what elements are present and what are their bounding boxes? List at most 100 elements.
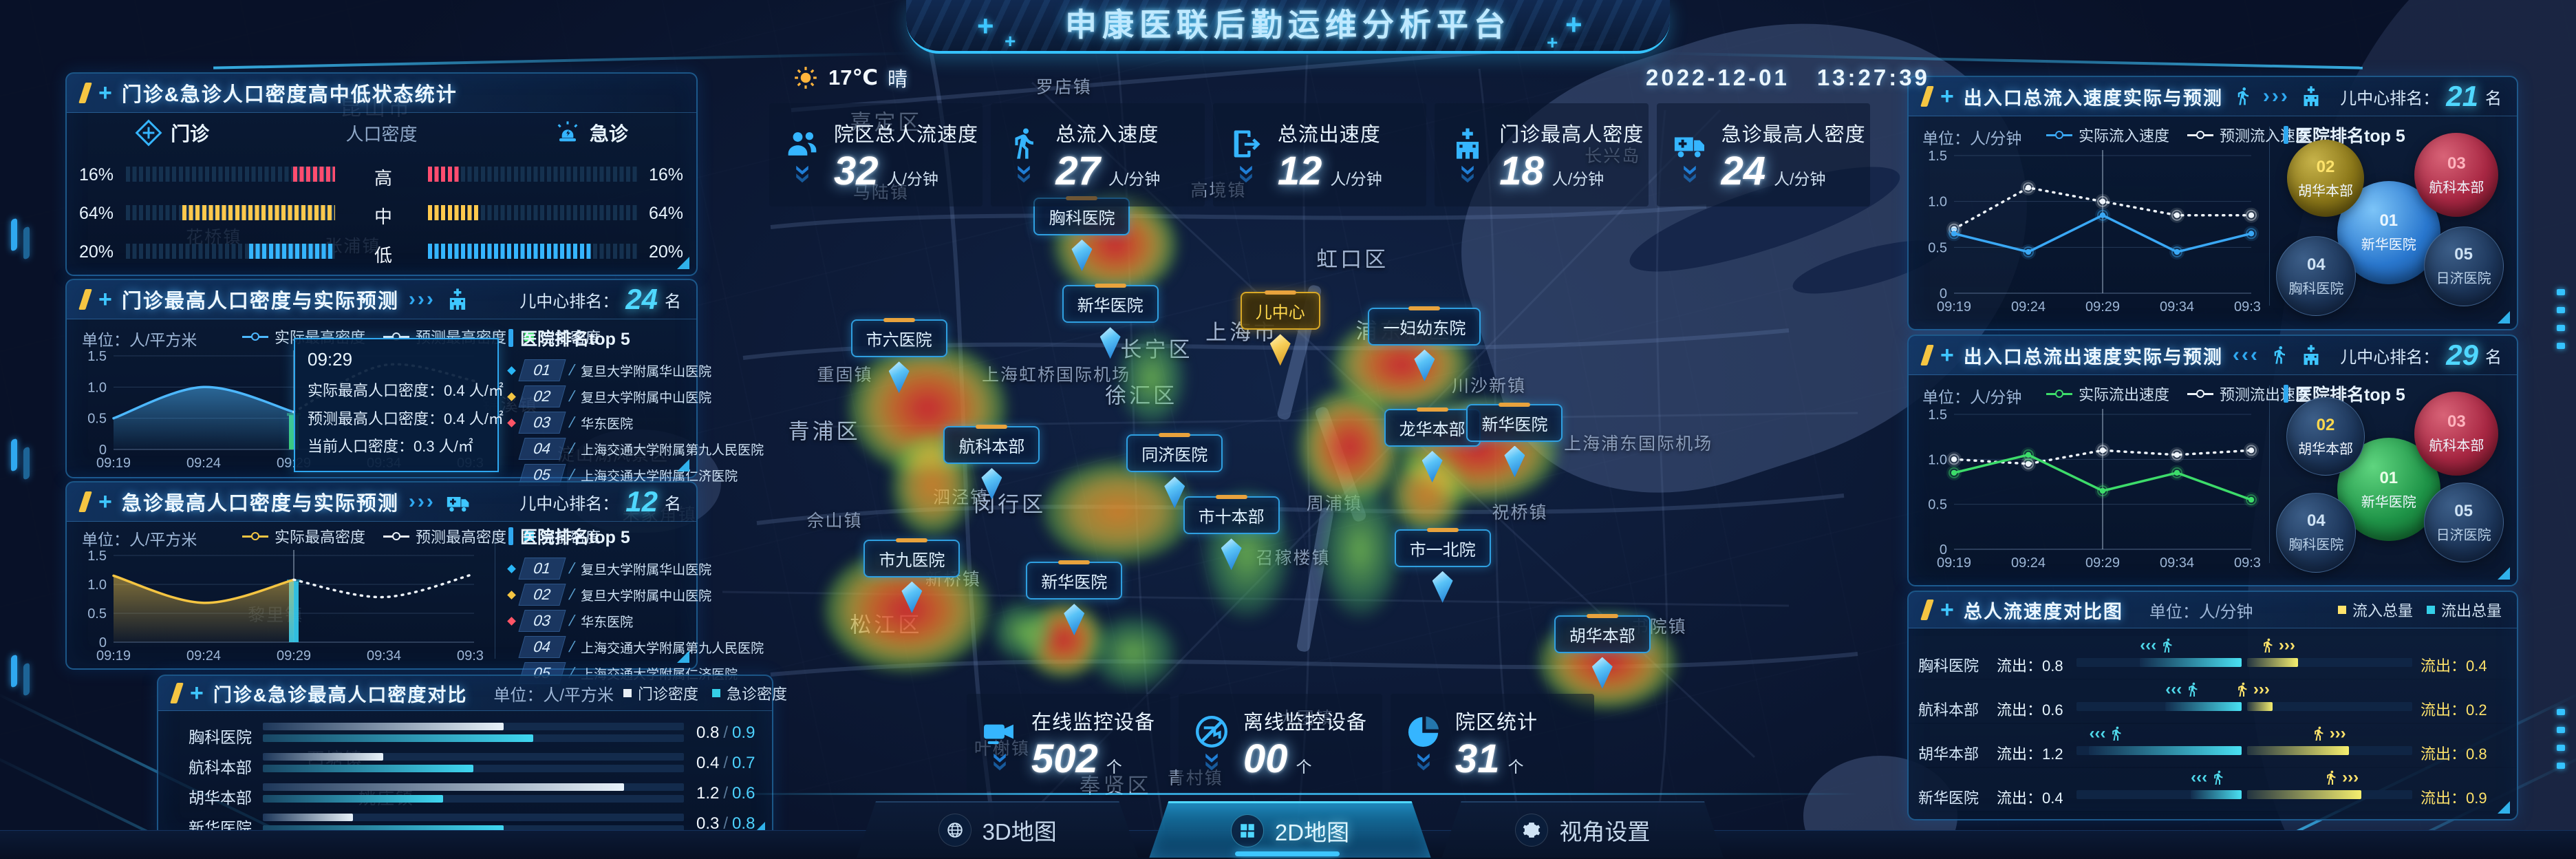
- legend-square: [2337, 606, 2346, 614]
- slash-decoration: [78, 289, 92, 310]
- hospital-pin-胡华本部[interactable]: 胡华本部: [1554, 615, 1651, 689]
- ranking-row[interactable]: 01/ 复旦大学附属华山医院: [507, 357, 711, 383]
- hospital-bubble[interactable]: 02 胡华本部: [2287, 140, 2364, 218]
- svg-text:1.0: 1.0: [1928, 195, 1947, 210]
- outflow-walker-icon: ›››: [2310, 724, 2346, 743]
- svg-text:09:29: 09:29: [2085, 299, 2120, 315]
- legend-dot: [251, 532, 259, 540]
- title-bar: [508, 527, 513, 545]
- hospital-pin-同济医院[interactable]: 同济医院: [1126, 434, 1223, 509]
- stat-value-row: 18 人/分钟: [1499, 151, 1644, 191]
- hospital-bubbles: 01 新华医院 02 胡华本部 03 航科本部 04 胸科医院 05 日济医院: [2276, 391, 2513, 575]
- ranking-row[interactable]: 04/ 上海交通大学附属第九人民医院: [508, 436, 764, 462]
- legend-dot: [392, 532, 401, 540]
- hospital-bubble[interactable]: 03 航科本部: [2414, 133, 2499, 218]
- hospital-bubble[interactable]: 05 日济医院: [2423, 482, 2504, 563]
- hospital-name: 复旦大学附属华山医院: [581, 562, 712, 577]
- ranking-row[interactable]: 02/复旦大学附属中山医院: [507, 582, 711, 608]
- unit-label: 单位：人/分钟: [1922, 129, 2022, 147]
- svg-text:1.5: 1.5: [1928, 149, 1947, 164]
- outpatient-bar-track: [263, 723, 684, 730]
- hospital-pin-航科本部[interactable]: 航科本部: [943, 426, 1040, 500]
- bubble-rank-number: 05: [2454, 245, 2473, 264]
- plus-icon: +: [1940, 83, 1954, 109]
- hospital-bubble[interactable]: 05 日济医院: [2423, 226, 2504, 306]
- hospital-bubble[interactable]: 02 胡华本部: [2286, 397, 2365, 476]
- tab-2D地图[interactable]: 2D地图: [1149, 801, 1430, 858]
- hospital-bubble[interactable]: 04 胸科医院: [2276, 492, 2357, 573]
- left-bar-track: [2076, 658, 2242, 667]
- outpatient-value: 0.4: [696, 754, 720, 772]
- ranking-row[interactable]: 01/ 复旦大学附属华山医院: [507, 555, 711, 582]
- chart-tooltip: 09:29 实际最高人口密度：0.4 人/㎡ 预测最高人口密度：0.4 人/㎡ …: [294, 338, 504, 473]
- stat-value: 00: [1243, 736, 1288, 781]
- hospital-pin-龙华本部[interactable]: 龙华本部: [1384, 409, 1481, 483]
- outpatient-bar-fill: [263, 783, 624, 791]
- rank-number: 02: [518, 385, 566, 407]
- hospital-ranking-list: 医院排名top 5 01/复旦大学附属华山医院 02/复旦大学附属中山医院 03/华东…: [507, 326, 764, 488]
- panel-title: 门诊最高人口密度与实际预测: [121, 290, 399, 312]
- ranking-row[interactable]: 03/华东医院: [507, 410, 693, 436]
- hospital-bubble[interactable]: 03 航科本部: [2414, 391, 2499, 476]
- stat-value-row: 24 人/分钟: [1721, 151, 1866, 191]
- date-text: 2022-12-01: [1646, 65, 1790, 90]
- plus-decoration-icon: +: [1005, 30, 1016, 52]
- slash-decoration: [78, 83, 92, 103]
- legend-item: 预测流入速度: [2187, 124, 2310, 146]
- pin-marker-icon: [1064, 604, 1085, 636]
- svg-text:1.0: 1.0: [1928, 452, 1947, 467]
- right-bar-track: [2247, 658, 2412, 667]
- hospital-pin-儿中心[interactable]: 儿中心: [1240, 292, 1320, 366]
- slash-decoration: /: [567, 388, 577, 405]
- tab-3D地图[interactable]: 3D地图: [857, 801, 1138, 858]
- hospital-pin-新华医院[interactable]: 新华医院: [1062, 285, 1159, 359]
- panel-header: + 出入口总流出速度实际与预测 ‹‹‹ 儿中心排名： 29 名: [1909, 336, 2517, 375]
- pin-label: 新华医院: [1466, 403, 1563, 442]
- tab-视角设置[interactable]: 视角设置: [1442, 801, 1724, 858]
- hospital-pin-市六医院[interactable]: 市六医院: [850, 319, 947, 394]
- corner-decoration: [677, 459, 689, 471]
- inflow-walker-icon: ‹‹‹: [2089, 724, 2125, 743]
- tooltip-row: 实际最高人口密度：0.4 人/㎡: [308, 382, 504, 399]
- rank-unit: 名: [665, 494, 681, 513]
- inflow-speed-chart: 1.5 1.0 0.5 009:19 09:24 09:29 09:34 09:39: [1928, 149, 2261, 315]
- header-bezel: 申康医联后勤运维分析平台: [906, 0, 1670, 54]
- heatmap-blob: [1088, 615, 1179, 691]
- stat-label: 离线监控设备: [1243, 712, 1368, 734]
- rank-value: 24: [625, 283, 658, 315]
- hospital-pin-市十本部[interactable]: 市十本部: [1183, 496, 1280, 571]
- hospital-pin-新华医院[interactable]: 新华医院: [1466, 403, 1563, 478]
- hospital-pin-一妇幼东院[interactable]: 一妇幼东院: [1368, 307, 1481, 381]
- hospital-name: 航科本部: [1918, 701, 1979, 719]
- panel-header: + 出入口总流入速度实际与预测 ››› 儿中心排名： 21 名: [1909, 77, 2517, 116]
- hospital-pin-胸科医院[interactable]: 胸科医院: [1033, 198, 1130, 272]
- outpatient-bar-track: [263, 783, 684, 791]
- panel-density-status: + 门诊&急诊人口密度高中低状态统计 门诊 人口密度 急诊 16% 高 16% 64%…: [65, 72, 698, 276]
- legend-dot: [2055, 390, 2063, 398]
- ranking-row[interactable]: 03/华东医院: [507, 608, 693, 634]
- right-bar-fill: [2247, 790, 2362, 799]
- pin-label: 新华医院: [1026, 562, 1123, 600]
- ranking-row[interactable]: 04/ 上海交通大学附属第九人民医院: [508, 634, 764, 660]
- chevrons-left: ‹‹‹: [2140, 636, 2157, 655]
- slash-decoration: /: [567, 586, 577, 603]
- outflow-left-value: 流出：0.8: [1997, 657, 2063, 675]
- left-bar-track: [126, 167, 335, 182]
- weather-condition: 晴: [888, 69, 908, 91]
- chevron-double-down-icon: [1457, 163, 1478, 184]
- hospital-pin-新华医院[interactable]: 新华医院: [1026, 562, 1123, 636]
- inflow-walker-icon: ‹‹‹: [2165, 680, 2201, 699]
- stat-content: 总流出速度 12 人/分钟: [1278, 118, 1382, 191]
- svg-text:09:34: 09:34: [2160, 299, 2194, 315]
- ranking-row[interactable]: 02/复旦大学附属中山医院: [507, 383, 711, 410]
- heatmap-blob: [1042, 459, 1194, 563]
- pin-marker-icon: [981, 468, 1002, 500]
- density-status-row: 20% 低 20%: [67, 242, 696, 266]
- ranking-row[interactable]: 05/上海交通大学附属仁济医院: [508, 462, 738, 488]
- bubble-rank-number: 02: [2316, 157, 2335, 176]
- stat-label: 在线监控设备: [1031, 712, 1156, 734]
- hospital-pin-市一北院[interactable]: 市一北院: [1394, 529, 1491, 603]
- hospital-pin-市九医院[interactable]: 市九医院: [863, 539, 960, 613]
- hospital-bubble[interactable]: 04 胸科医院: [2276, 236, 2357, 317]
